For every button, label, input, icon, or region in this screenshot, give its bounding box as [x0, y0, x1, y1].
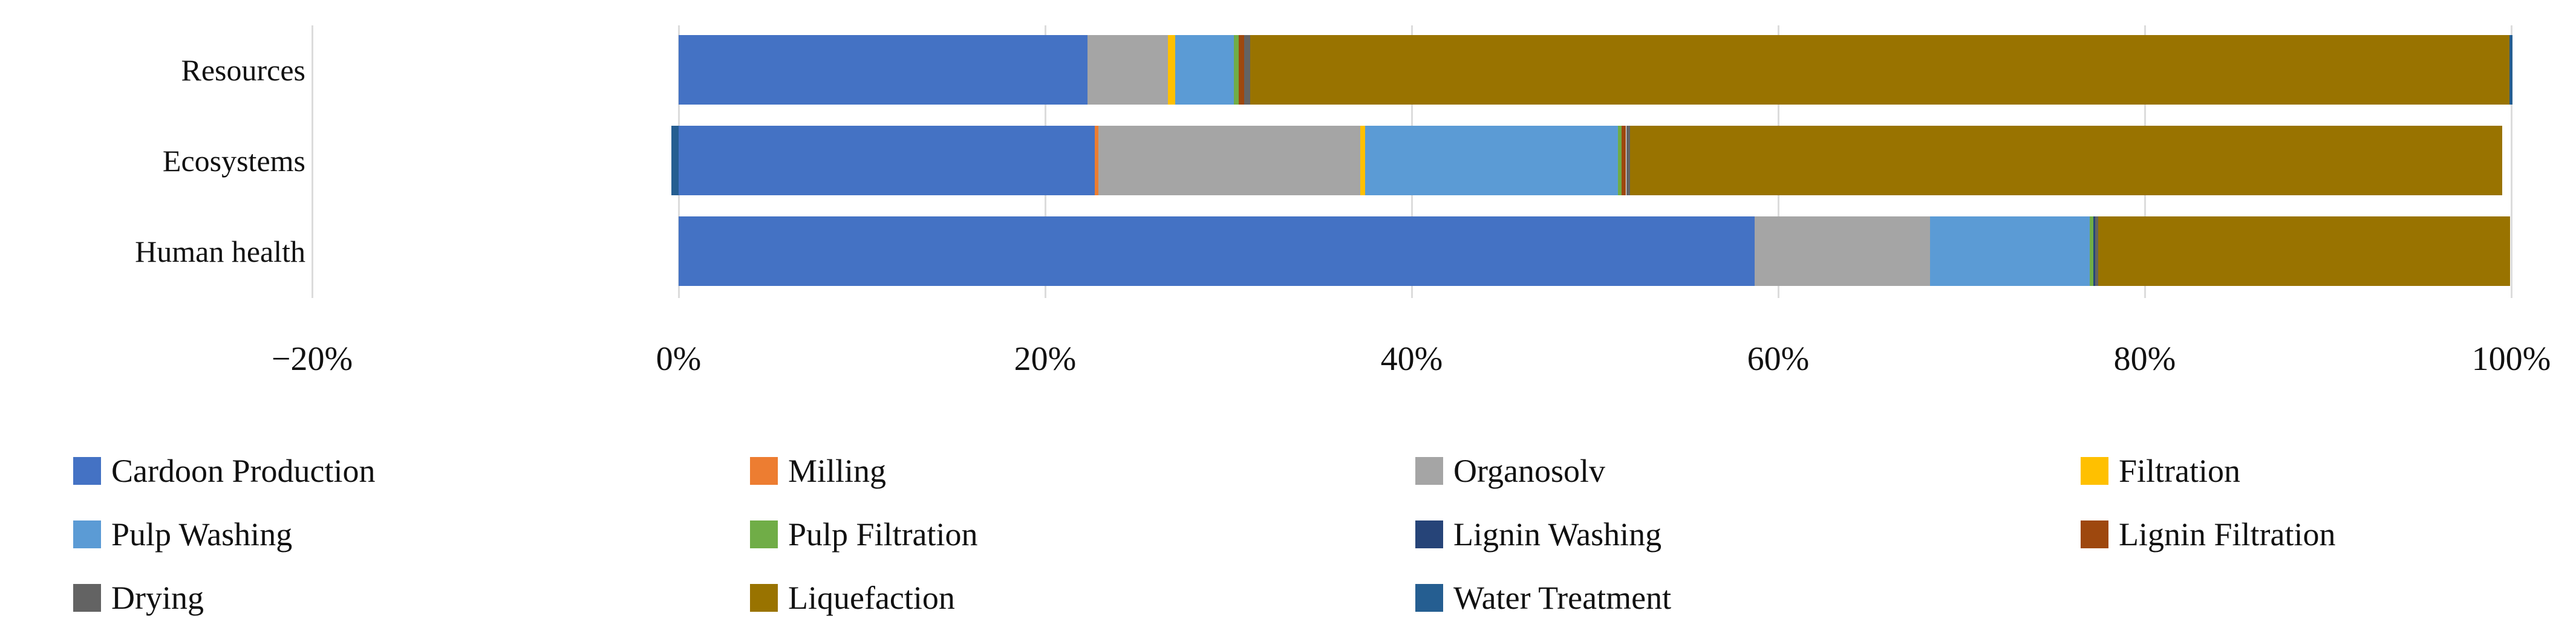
- legend-item-liquefaction: Liquefaction: [750, 582, 955, 614]
- bar-segment-organosolv-human-health: [1754, 216, 1931, 286]
- legend-label-milling: Milling: [788, 453, 887, 489]
- legend-swatch-water-treatment: [1415, 584, 1443, 612]
- bar-segment-pulp-washing-resources: [1175, 35, 1234, 105]
- bar-segment-pulp-washing-human-health: [1930, 216, 2090, 286]
- bar-segment-liquefaction-ecosystems: [1629, 126, 2502, 195]
- bar-segment-cardoon-production-resources: [679, 35, 1087, 105]
- bar-segment-organosolv-resources: [1087, 35, 1168, 105]
- bar-segment-cardoon-production-human-health: [679, 216, 1755, 286]
- bar-segment-pulp-washing-ecosystems: [1365, 126, 1618, 195]
- legend-item-milling: Milling: [750, 455, 886, 487]
- legend-swatch-lignin-washing: [1415, 520, 1443, 548]
- bar-segment-milling-ecosystems: [1094, 126, 1098, 195]
- x-axis-tick-label: 20%: [1014, 340, 1077, 378]
- legend-label-liquefaction: Liquefaction: [788, 580, 955, 616]
- legend-label-pulp-washing: Pulp Washing: [111, 516, 293, 553]
- x-axis-tick-label: 0%: [656, 340, 702, 378]
- bar-segment-filtration-resources: [1168, 35, 1176, 105]
- legend-item-lignin-filtration: Lignin Filtration: [2081, 518, 2336, 551]
- legend-label-water-treatment: Water Treatment: [1453, 580, 1672, 616]
- legend-label-organosolv: Organosolv: [1453, 453, 1605, 489]
- legend-swatch-pulp-filtration: [750, 520, 778, 548]
- legend-label-drying: Drying: [111, 580, 204, 616]
- category-label-ecosystems: Ecosystems: [162, 143, 305, 178]
- legend-label-lignin-filtration: Lignin Filtration: [2119, 516, 2336, 553]
- bar-segment-drying-human-health: [2095, 216, 2098, 286]
- legend-swatch-cardoon-production: [73, 457, 101, 485]
- legend-label-pulp-filtration: Pulp Filtration: [788, 516, 978, 553]
- legend-item-drying: Drying: [73, 582, 204, 614]
- legend-swatch-lignin-filtration: [2081, 520, 2108, 548]
- legend-label-lignin-washing: Lignin Washing: [1453, 516, 1662, 553]
- legend-swatch-milling: [750, 457, 778, 485]
- legend-item-cardoon-production: Cardoon Production: [73, 455, 375, 487]
- legend-item-water-treatment: Water Treatment: [1415, 582, 1671, 614]
- legend-item-pulp-filtration: Pulp Filtration: [750, 518, 978, 551]
- x-axis-tick-label: 40%: [1380, 340, 1443, 378]
- bar-segment-water-treatment-ecosystems: [671, 126, 679, 195]
- x-axis-tick-label: 100%: [2471, 340, 2551, 378]
- legend-swatch-filtration: [2081, 457, 2108, 485]
- bar-segment-drying-resources: [1244, 35, 1251, 105]
- gridline-100pct: [2511, 25, 2512, 298]
- gridline--20pct: [311, 25, 313, 298]
- bar-segment-water-treatment-resources: [2509, 35, 2512, 105]
- x-axis-tick-label: −20%: [271, 340, 353, 378]
- legend-label-cardoon-production: Cardoon Production: [111, 453, 376, 489]
- legend-label-filtration: Filtration: [2119, 453, 2240, 489]
- bar-segment-pulp-filtration-human-health: [2090, 216, 2094, 286]
- legend-swatch-drying: [73, 584, 101, 612]
- bar-segment-lignin-filtration-resources: [1238, 35, 1244, 105]
- category-label-resources: Resources: [181, 53, 306, 87]
- bar-segment-drying-ecosystems: [1626, 126, 1630, 195]
- bar-segment-pulp-filtration-ecosystems: [1617, 126, 1622, 195]
- bar-segment-cardoon-production-ecosystems: [679, 126, 1095, 195]
- legend-item-lignin-washing: Lignin Washing: [1415, 518, 1661, 551]
- x-axis-tick-label: 80%: [2113, 340, 2176, 378]
- legend-item-pulp-washing: Pulp Washing: [73, 518, 292, 551]
- bar-segment-liquefaction-human-health: [2098, 216, 2511, 286]
- bar-segment-lignin-washing-human-health: [2093, 216, 2096, 286]
- legend-swatch-pulp-washing: [73, 520, 101, 548]
- bar-segment-pulp-filtration-resources: [1234, 35, 1239, 105]
- legend-item-organosolv: Organosolv: [1415, 455, 1605, 487]
- bar-segment-liquefaction-resources: [1250, 35, 2509, 105]
- bar-segment-filtration-ecosystems: [1360, 126, 1365, 195]
- category-label-human-health: Human health: [135, 234, 305, 268]
- x-axis-tick-label: 60%: [1747, 340, 1810, 378]
- bar-segment-organosolv-ecosystems: [1098, 126, 1361, 195]
- legend-swatch-liquefaction: [750, 584, 778, 612]
- bar-segment-lignin-filtration-ecosystems: [1621, 126, 1626, 195]
- legend-item-filtration: Filtration: [2081, 455, 2240, 487]
- legend-swatch-organosolv: [1415, 457, 1443, 485]
